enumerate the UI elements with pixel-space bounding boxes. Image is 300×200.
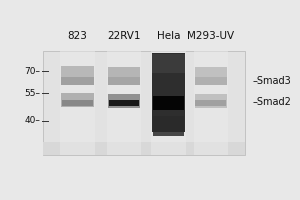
Bar [43, 51, 245, 155]
Bar [153, 116, 184, 136]
Bar [108, 94, 140, 108]
Text: 55–: 55– [24, 89, 40, 98]
Text: 40–: 40– [25, 116, 40, 125]
Bar [61, 93, 94, 107]
Bar [152, 54, 185, 73]
Text: –Smad2: –Smad2 [252, 97, 291, 107]
Bar [151, 51, 186, 155]
Bar [108, 67, 140, 80]
Bar [107, 51, 141, 155]
Text: 70–: 70– [24, 67, 40, 76]
Bar [61, 77, 94, 85]
Text: –Smad3: –Smad3 [252, 76, 291, 86]
Bar [62, 100, 93, 106]
Text: 22RV1: 22RV1 [107, 31, 141, 41]
Bar [194, 51, 228, 155]
Bar [153, 96, 184, 110]
Bar [195, 77, 227, 85]
Text: Hela: Hela [157, 31, 180, 41]
Bar [43, 142, 245, 155]
Bar [61, 66, 94, 81]
Bar [60, 51, 95, 155]
Bar [152, 53, 185, 132]
Bar [195, 100, 226, 106]
Bar [195, 67, 227, 80]
Bar [109, 100, 140, 106]
Bar [108, 77, 140, 85]
Text: 823: 823 [68, 31, 88, 41]
Bar [195, 94, 227, 108]
Text: M293-UV: M293-UV [187, 31, 235, 41]
